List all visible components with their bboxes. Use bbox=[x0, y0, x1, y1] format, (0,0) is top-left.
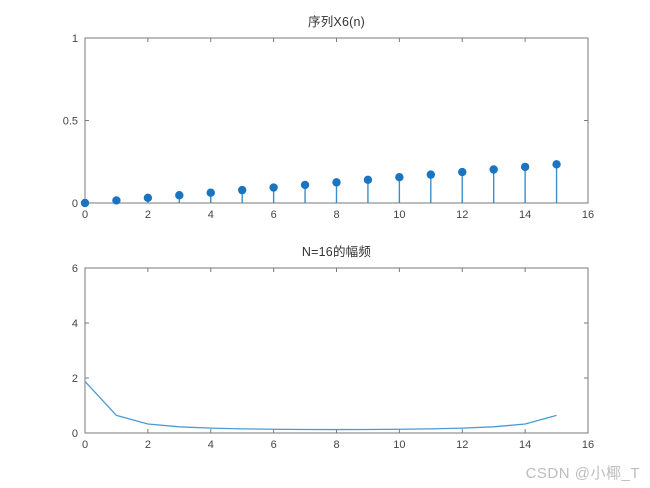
x-tick-label: 10 bbox=[393, 439, 405, 451]
stem-marker bbox=[332, 178, 341, 187]
x-tick-label: 8 bbox=[333, 439, 339, 451]
magnitude-curve bbox=[84, 380, 557, 431]
stem-marker bbox=[112, 196, 121, 205]
x-tick-label: 14 bbox=[519, 439, 531, 451]
stem-marker bbox=[552, 160, 561, 169]
x-tick-label: 0 bbox=[82, 439, 88, 451]
x-tick-label: 6 bbox=[271, 439, 277, 451]
stem-marker bbox=[269, 183, 278, 192]
stem-marker bbox=[489, 165, 498, 174]
stem-marker bbox=[458, 167, 467, 177]
x-tick-label: 12 bbox=[456, 209, 468, 221]
stem-marker bbox=[143, 193, 153, 203]
x-tick-label: 4 bbox=[208, 439, 214, 451]
stem-marker bbox=[175, 191, 184, 200]
stem-marker bbox=[80, 198, 90, 208]
tick-marks bbox=[84, 267, 589, 434]
y-tick-label: 0 bbox=[72, 198, 78, 210]
y-tick-label: 0.5 bbox=[63, 116, 78, 128]
x-tick-label: 2 bbox=[145, 439, 151, 451]
stem-marker bbox=[237, 185, 247, 195]
x-tick-label: 16 bbox=[582, 209, 594, 221]
x-tick-label: 8 bbox=[333, 209, 339, 221]
stem-marker bbox=[395, 173, 404, 182]
stem-plot-title: 序列X6(n) bbox=[308, 15, 365, 29]
stem-series bbox=[80, 160, 561, 208]
y-tick-label: 0 bbox=[72, 428, 78, 440]
magnitude-plot: 0 2 4 6 8 10 12 14 16 0 2 4 6 bbox=[72, 263, 594, 451]
stem-marker bbox=[206, 188, 215, 197]
x-tick-label: 16 bbox=[582, 439, 594, 451]
x-tick-label: 14 bbox=[519, 209, 531, 221]
y-tick-label: 2 bbox=[72, 373, 78, 385]
y-tick-label: 6 bbox=[72, 263, 78, 275]
watermark: CSDN @小椰_T bbox=[525, 465, 640, 482]
x-tick-label: 2 bbox=[145, 209, 151, 221]
stem-marker bbox=[426, 170, 436, 179]
stem-marker bbox=[520, 162, 530, 172]
magnitude-plot-title: N=16的幅频 bbox=[301, 245, 372, 259]
x-tick-label: 10 bbox=[393, 209, 405, 221]
stem-plot: 0 2 4 6 8 10 12 14 16 0 0.5 1 bbox=[63, 33, 594, 221]
axes-box bbox=[84, 267, 589, 434]
tick-labels: 0 2 4 6 8 10 12 14 16 0 0.5 1 bbox=[63, 33, 594, 221]
x-tick-label: 0 bbox=[82, 209, 88, 221]
x-tick-label: 4 bbox=[208, 209, 214, 221]
x-tick-label: 6 bbox=[271, 209, 277, 221]
stem-marker bbox=[363, 175, 373, 185]
tick-labels: 0 2 4 6 8 10 12 14 16 0 2 4 6 bbox=[72, 263, 594, 451]
y-tick-label: 1 bbox=[72, 33, 78, 45]
stem-marker bbox=[300, 180, 310, 190]
x-tick-label: 12 bbox=[456, 439, 468, 451]
y-tick-label: 4 bbox=[72, 318, 78, 330]
